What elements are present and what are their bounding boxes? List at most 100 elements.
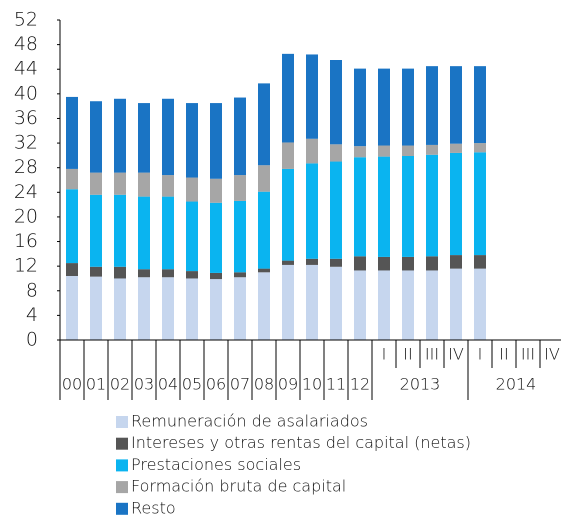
x-tick-label: 12 xyxy=(350,375,370,394)
y-tick-label: 0 xyxy=(26,329,38,351)
bar-segment xyxy=(402,68,414,146)
bar-segment xyxy=(186,201,198,272)
bar-segment xyxy=(162,98,174,176)
x-tick-label: II xyxy=(499,345,508,364)
legend-label: Resto xyxy=(131,498,176,517)
y-tick-label: 48 xyxy=(14,33,38,55)
bar-segment xyxy=(306,258,318,265)
bar-segment xyxy=(186,177,198,202)
bar-segment xyxy=(450,152,462,256)
bar-segment xyxy=(66,263,78,276)
y-tick-label: 16 xyxy=(14,230,38,252)
bar-segment xyxy=(282,264,294,340)
bar-segment xyxy=(330,161,342,259)
bar-segment xyxy=(210,279,222,340)
bar-segment xyxy=(378,68,390,146)
bar-segment xyxy=(66,276,78,340)
x-tick-label: 04 xyxy=(158,375,178,394)
bar-segment xyxy=(474,268,486,340)
y-tick-label: 4 xyxy=(26,304,38,326)
bar-segment xyxy=(378,256,390,271)
y-tick-label: 12 xyxy=(14,255,38,277)
legend-swatch xyxy=(116,416,128,428)
bar-segment xyxy=(354,256,366,271)
y-tick-label: 44 xyxy=(14,58,38,80)
x-tick-label: 01 xyxy=(86,375,106,394)
x-tick-label: 10 xyxy=(302,375,322,394)
bar-segment xyxy=(282,168,294,261)
bar-segment xyxy=(402,156,414,257)
bar-segment xyxy=(186,271,198,279)
x-tick-label: 03 xyxy=(134,375,154,394)
y-tick-label: 24 xyxy=(14,181,38,203)
y-tick-label: 52 xyxy=(14,9,38,31)
bar-segment xyxy=(114,194,126,267)
x-tick-label: 00 xyxy=(62,375,82,394)
bar-segment xyxy=(282,142,294,169)
x-tick-label: IV xyxy=(544,345,560,364)
bar-segment xyxy=(354,146,366,158)
bar-segment xyxy=(474,152,486,256)
bar-segment xyxy=(234,97,246,176)
legend-swatch xyxy=(116,502,128,515)
legend-label: Intereses y otras rentas del capital (ne… xyxy=(131,433,471,452)
bar-segment xyxy=(234,175,246,201)
bar-segment xyxy=(114,278,126,340)
x-tick-label: 11 xyxy=(326,375,346,394)
bar-segment xyxy=(114,266,126,279)
bar-segment xyxy=(258,272,270,340)
bar-segment xyxy=(282,260,294,265)
bar-segment xyxy=(234,200,246,273)
bar-segment xyxy=(330,60,342,145)
bar-segment xyxy=(90,276,102,340)
x-tick-label: 07 xyxy=(230,375,250,394)
bar-segment xyxy=(210,272,222,280)
bar-segment xyxy=(162,175,174,197)
x-tick-label: I xyxy=(382,345,387,364)
bar-segment xyxy=(450,268,462,340)
bar-segment xyxy=(138,277,150,340)
bar-segment xyxy=(210,103,222,179)
bar-segment xyxy=(426,154,438,257)
legend-label: Prestaciones sociales xyxy=(131,455,301,474)
bar-segment xyxy=(90,101,102,173)
bar-segment xyxy=(354,270,366,340)
y-tick-label: 20 xyxy=(14,205,38,227)
legend-swatch xyxy=(116,481,128,494)
bar-segment xyxy=(474,143,486,153)
bar-segment xyxy=(354,157,366,257)
bar-segment xyxy=(426,66,438,145)
bar-segment xyxy=(330,266,342,340)
bar-segment xyxy=(138,172,150,197)
y-tick-label: 28 xyxy=(14,156,38,178)
x-group-label: 2014 xyxy=(496,375,537,394)
legend-label: Formación bruta de capital xyxy=(131,477,346,496)
x-tick-label: IV xyxy=(448,345,464,364)
bar-segment xyxy=(306,264,318,340)
bar-segment xyxy=(258,191,270,269)
bar-segment xyxy=(474,255,486,269)
bar-segment xyxy=(114,98,126,173)
y-tick-label: 36 xyxy=(14,107,38,129)
x-tick-label: I xyxy=(478,345,483,364)
bar-segment xyxy=(210,202,222,273)
bar-segment xyxy=(306,54,318,139)
legend-swatch xyxy=(116,437,128,450)
x-tick-label: II xyxy=(403,345,412,364)
x-tick-label: III xyxy=(425,345,439,364)
bar-segment xyxy=(330,258,342,267)
bar-segment xyxy=(426,270,438,340)
bar-segment xyxy=(186,103,198,178)
y-tick-label: 8 xyxy=(26,279,38,301)
bar-segment xyxy=(162,277,174,340)
bar-segment xyxy=(186,278,198,340)
bar-segment xyxy=(378,270,390,340)
legend-label: Remuneración de asalariados xyxy=(131,412,368,431)
bar-segment xyxy=(138,196,150,270)
y-tick-label: 40 xyxy=(14,82,38,104)
bar-segment xyxy=(450,143,462,153)
x-tick-label: III xyxy=(521,345,535,364)
bar-segment xyxy=(426,144,438,155)
legend-swatch xyxy=(116,459,128,472)
